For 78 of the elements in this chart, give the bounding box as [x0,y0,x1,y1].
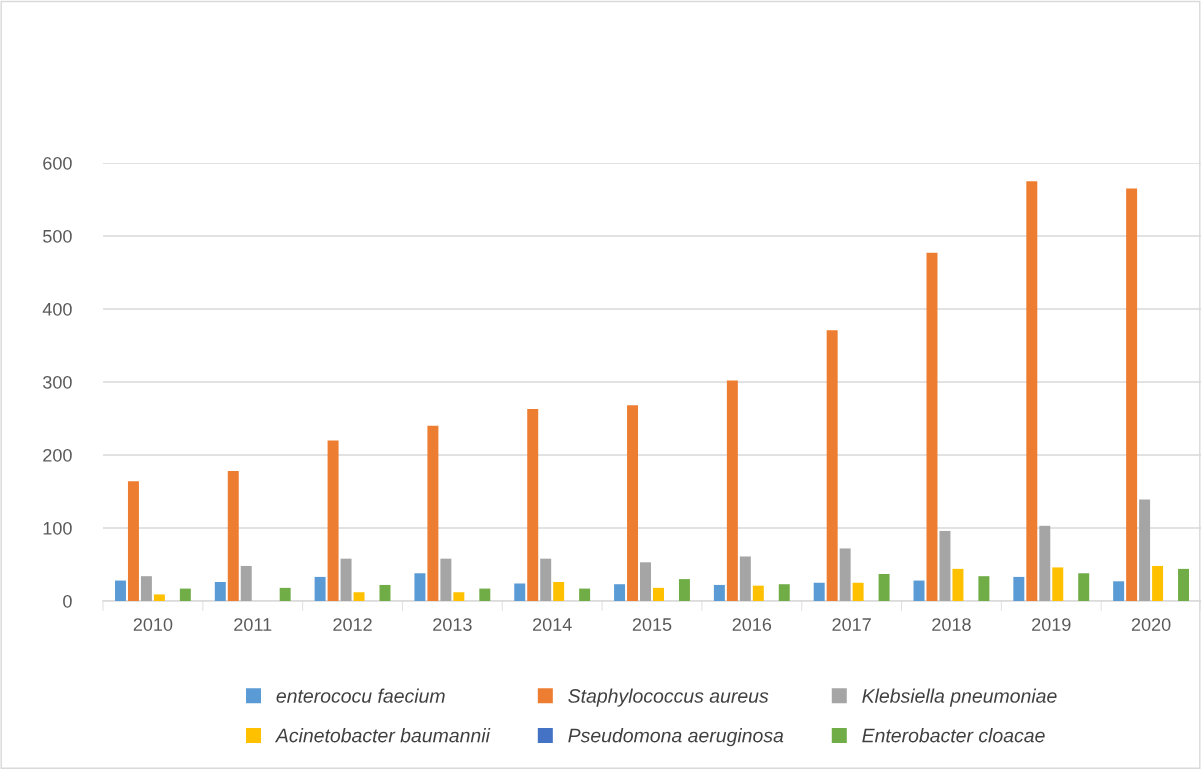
bar [939,530,951,601]
y-tick-label: 100 [43,521,72,535]
bar [826,330,838,601]
bar [527,409,539,601]
bar [579,588,591,601]
bar [1178,568,1190,601]
bar [227,471,239,601]
bar [1026,181,1038,601]
bar [414,573,426,601]
bar [1139,499,1151,601]
bar [179,588,191,601]
y-tick-label: 0 [63,594,72,608]
bar [353,592,365,601]
legend-label: Pseudomona aeruginosa [568,728,784,747]
legend-label: Staphylococcus aureus [568,688,769,707]
bar [1113,581,1125,601]
bar [1052,567,1064,601]
y-tick-label: 600 [43,156,72,170]
bar [952,568,964,601]
bar [926,252,938,601]
x-tick-label: 2011 [234,618,272,631]
bar [726,380,738,601]
x-tick-label: 2010 [133,618,173,631]
legend-label: enterococu faecium [276,688,445,703]
y-tick-label: 300 [43,375,72,389]
bar [327,440,339,601]
x-tick-label: 2015 [632,618,672,631]
legend-label: Klebsiella pneumoniae [862,688,1057,707]
legend-label: Enterobacter cloacae [862,728,1045,743]
bar [778,584,790,601]
bar [1126,188,1138,601]
x-tick-label: 2014 [533,618,572,631]
bar [627,405,639,601]
bar [279,587,291,601]
x-tick-label: 2020 [1131,618,1171,631]
bar [813,582,825,601]
bar [140,576,152,601]
y-tick-label: 500 [43,229,72,243]
bar [340,558,352,601]
bar [440,558,452,601]
bar [240,565,252,601]
bar [553,582,565,601]
bar [614,584,626,601]
bar [713,584,725,601]
bar [653,587,664,601]
bar [514,583,526,601]
x-tick-label: 2017 [832,618,871,631]
x-tick-label: 2018 [932,618,971,631]
x-tick-label: 2013 [433,618,472,631]
bar [913,580,925,601]
bar [752,585,764,601]
x-tick-label: 2016 [732,618,772,631]
bar [678,579,690,601]
bar [640,562,651,601]
bar [1078,573,1090,601]
bar [852,582,864,601]
bar [114,580,126,601]
bar [1152,565,1164,601]
y-tick-label: 200 [43,448,72,462]
bar [1013,576,1025,601]
bar [540,558,552,601]
bar [153,594,165,601]
bar [427,425,439,601]
x-tick-label: 2019 [1032,618,1071,631]
bar [978,576,990,601]
bar [314,576,326,601]
x-tick-label: 2012 [333,618,372,631]
bar [453,592,465,601]
bar [127,481,139,601]
bar [1039,525,1051,601]
bar [739,556,751,601]
y-tick-label: 400 [42,302,72,316]
bar [839,548,851,601]
bar [379,584,391,601]
bar [878,573,890,601]
legend-label: Acinetobacter baumannii [274,728,491,743]
bar [214,582,226,601]
bar [479,588,491,601]
